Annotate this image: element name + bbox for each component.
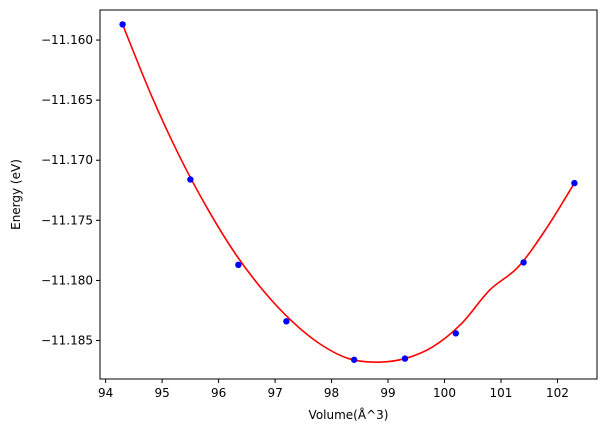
series-layer xyxy=(119,21,578,363)
fit-curve-line xyxy=(121,24,576,363)
x-axis-label: Volume(Å^3) xyxy=(309,407,389,422)
data-point xyxy=(187,176,194,183)
data-point xyxy=(235,261,242,269)
x-tick-label: 96 xyxy=(211,386,226,400)
y-tick-label: −11.180 xyxy=(41,273,93,287)
data-point xyxy=(401,355,409,362)
x-axis: 94 95 96 97 98 99 100 101 102 xyxy=(98,379,569,400)
plot-area-frame xyxy=(99,9,598,380)
data-point xyxy=(520,259,527,266)
data-point xyxy=(571,179,578,187)
x-tick-label: 94 xyxy=(98,386,113,400)
y-axis-label: Energy (eV) xyxy=(9,159,23,230)
x-tick-label: 102 xyxy=(546,386,569,400)
y-tick-label: −11.165 xyxy=(41,93,93,107)
y-tick-label: −11.160 xyxy=(41,33,93,47)
data-point xyxy=(119,21,126,28)
data-point xyxy=(350,356,358,363)
x-tick-label: 97 xyxy=(267,386,282,400)
x-tick-label: 99 xyxy=(380,386,395,400)
data-point xyxy=(452,330,460,337)
y-tick-label: −11.170 xyxy=(41,153,93,167)
x-tick-label: 101 xyxy=(490,386,513,400)
y-axis: −11.160 −11.165 −11.170 −11.175 −11.180 −11.1… xyxy=(41,33,100,348)
x-tick-label: 100 xyxy=(433,386,456,400)
x-tick-label: 98 xyxy=(324,386,339,400)
y-tick-label: −11.175 xyxy=(41,213,93,227)
data-point xyxy=(283,318,290,325)
x-tick-label: 95 xyxy=(154,386,169,400)
y-tick-label: −11.185 xyxy=(41,334,93,348)
